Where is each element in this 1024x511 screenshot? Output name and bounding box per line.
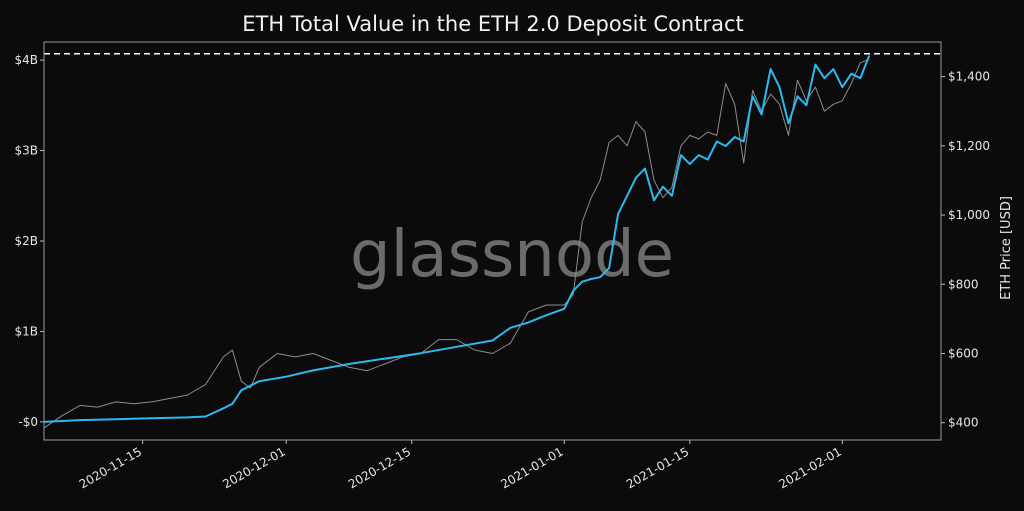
plot-frame: [43, 41, 942, 441]
left-tick-label: $1B: [14, 324, 38, 338]
watermark-text: glassnode: [350, 218, 674, 292]
right-tick-label: $1,400: [948, 70, 990, 84]
left-tick-label: $3B: [14, 144, 38, 158]
right-axis-ticks: $400 $600 $800 $1,000 $1,200 $1,400: [941, 70, 990, 430]
left-axis-ticks: -$0 $1B $2B $3B $4B: [14, 53, 44, 429]
series-layer: [43, 55, 871, 429]
series-line-total-value: [43, 55, 871, 423]
left-tick-label: $2B: [14, 234, 38, 248]
right-tick-label: $800: [948, 277, 979, 291]
right-tick-label: $1,200: [948, 139, 990, 153]
chart-title: ETH Total Value in the ETH 2.0 Deposit C…: [242, 12, 744, 36]
right-axis-label: ETH Price [USD]: [999, 196, 1014, 300]
right-tick-label: $600: [948, 346, 979, 360]
left-tick-label: -$0: [18, 415, 38, 429]
series-line-eth-price: [43, 58, 870, 429]
right-tick-label: $400: [948, 416, 979, 430]
left-tick-label: $4B: [14, 53, 38, 67]
right-tick-label: $1,000: [948, 208, 990, 222]
